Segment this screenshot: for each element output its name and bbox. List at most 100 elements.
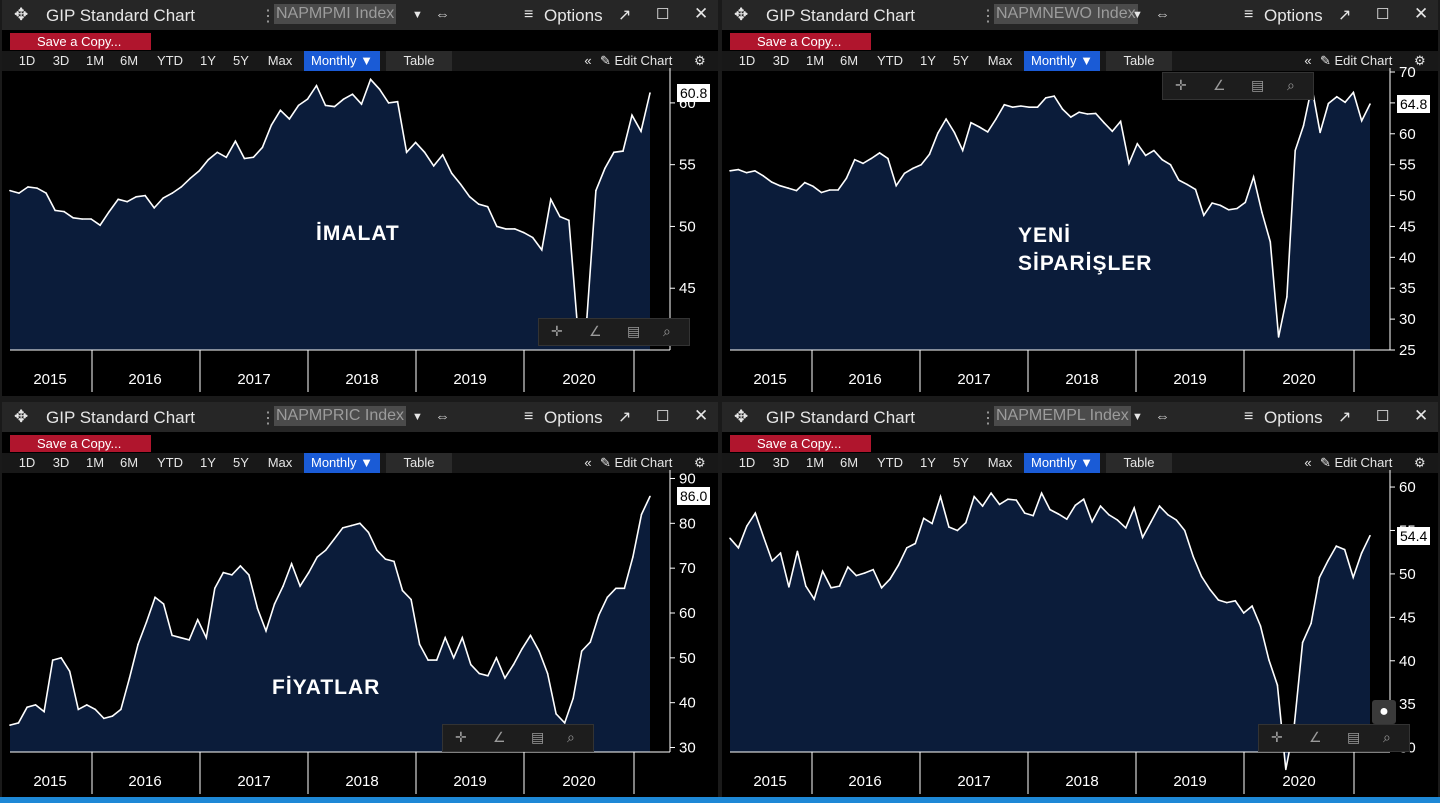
legend-icon[interactable]: ▤ <box>1347 729 1361 745</box>
ticker-dropdown-icon[interactable]: ▼ <box>1132 411 1143 423</box>
options-menu-icon[interactable]: ≡ <box>524 6 534 23</box>
collapse-icon[interactable]: « <box>584 455 592 470</box>
draw-line-icon[interactable]: ∠ <box>1213 77 1226 93</box>
range-button-1m[interactable]: 1M <box>805 53 825 68</box>
range-button-3d[interactable]: 3D <box>52 455 70 470</box>
crosshair-icon[interactable]: ✛ <box>1271 729 1283 745</box>
options-button[interactable]: Options <box>544 408 603 427</box>
ticker-field[interactable]: NAPMEMPL Index <box>994 406 1131 426</box>
range-button-3d[interactable]: 3D <box>772 455 790 470</box>
ticker-field[interactable]: NAPMNEWO Index <box>994 4 1138 24</box>
options-menu-icon[interactable]: ≡ <box>1244 6 1254 23</box>
zoom-icon[interactable]: ⌕ <box>1287 77 1295 93</box>
popout-icon[interactable]: ↗ <box>1338 7 1352 24</box>
drag-handle-icon[interactable]: ⋮ <box>980 8 996 25</box>
move-icon[interactable]: ✥ <box>14 5 29 24</box>
options-menu-icon[interactable]: ≡ <box>524 408 534 425</box>
move-icon[interactable]: ✥ <box>14 407 29 426</box>
range-button-ytd[interactable]: YTD <box>877 53 903 68</box>
crosshair-icon[interactable]: ✛ <box>455 729 467 745</box>
range-button-1d[interactable]: 1D <box>738 53 756 68</box>
legend-icon[interactable]: ▤ <box>531 729 545 745</box>
options-button[interactable]: Options <box>1264 408 1323 427</box>
range-button-1y[interactable]: 1Y <box>200 53 216 68</box>
drag-handle-icon[interactable]: ⋮ <box>260 8 276 25</box>
link-icon[interactable]: ⇔ <box>1155 408 1170 425</box>
table-button[interactable]: Table <box>386 51 452 71</box>
ticker-dropdown-icon[interactable]: ▼ <box>1132 9 1143 21</box>
record-icon[interactable]: ● <box>1372 700 1396 724</box>
table-button[interactable]: Table <box>1106 51 1172 71</box>
close-icon[interactable]: ✕ <box>1414 406 1429 425</box>
draw-line-icon[interactable]: ∠ <box>1309 729 1322 745</box>
close-icon[interactable]: ✕ <box>1414 4 1429 23</box>
move-icon[interactable]: ✥ <box>734 5 749 24</box>
range-button-5y[interactable]: 5Y <box>953 455 969 470</box>
period-dropdown[interactable]: Monthly ▼ <box>304 51 380 71</box>
popout-icon[interactable]: ↗ <box>618 7 632 24</box>
range-button-1d[interactable]: 1D <box>18 53 36 68</box>
collapse-icon[interactable]: « <box>584 53 592 68</box>
range-button-5y[interactable]: 5Y <box>233 53 249 68</box>
collapse-icon[interactable]: « <box>1304 455 1312 470</box>
link-icon[interactable]: ⇔ <box>435 6 450 23</box>
period-dropdown[interactable]: Monthly ▼ <box>304 453 380 473</box>
options-button[interactable]: Options <box>544 6 603 25</box>
gear-icon[interactable]: ⚙ <box>694 53 706 68</box>
range-button-3d[interactable]: 3D <box>772 53 790 68</box>
legend-icon[interactable]: ▤ <box>1251 77 1265 93</box>
link-icon[interactable]: ⇔ <box>1155 6 1170 23</box>
crosshair-icon[interactable]: ✛ <box>551 323 563 339</box>
collapse-icon[interactable]: « <box>1304 53 1312 68</box>
range-button-6m[interactable]: 6M <box>119 455 139 470</box>
range-button-5y[interactable]: 5Y <box>233 455 249 470</box>
range-button-1d[interactable]: 1D <box>18 455 36 470</box>
period-dropdown[interactable]: Monthly ▼ <box>1024 453 1100 473</box>
range-button-3d[interactable]: 3D <box>52 53 70 68</box>
drag-handle-icon[interactable]: ⋮ <box>980 410 996 427</box>
legend-icon[interactable]: ▤ <box>627 323 641 339</box>
range-button-max[interactable]: Max <box>987 455 1013 470</box>
crosshair-icon[interactable]: ✛ <box>1175 77 1187 93</box>
drag-handle-icon[interactable]: ⋮ <box>260 410 276 427</box>
link-icon[interactable]: ⇔ <box>435 408 450 425</box>
close-icon[interactable]: ✕ <box>694 4 709 23</box>
ticker-field[interactable]: NAPMPRIC Index <box>274 406 407 426</box>
edit-chart-button[interactable]: ✎ Edit Chart <box>1320 53 1393 68</box>
options-button[interactable]: Options <box>1264 6 1323 25</box>
maximize-icon[interactable]: ☐ <box>656 408 670 425</box>
range-button-1y[interactable]: 1Y <box>920 455 936 470</box>
range-button-1d[interactable]: 1D <box>738 455 756 470</box>
zoom-icon[interactable]: ⌕ <box>567 729 575 745</box>
save-copy-button[interactable]: Save a Copy... <box>10 435 151 452</box>
range-button-6m[interactable]: 6M <box>839 53 859 68</box>
edit-chart-button[interactable]: ✎ Edit Chart <box>600 53 673 68</box>
ticker-dropdown-icon[interactable]: ▼ <box>412 9 423 21</box>
gear-icon[interactable]: ⚙ <box>694 455 706 470</box>
maximize-icon[interactable]: ☐ <box>1376 6 1390 23</box>
range-button-5y[interactable]: 5Y <box>953 53 969 68</box>
range-button-max[interactable]: Max <box>267 455 293 470</box>
save-copy-button[interactable]: Save a Copy... <box>10 33 151 50</box>
range-button-max[interactable]: Max <box>267 53 293 68</box>
zoom-icon[interactable]: ⌕ <box>1383 729 1391 745</box>
save-copy-button[interactable]: Save a Copy... <box>730 33 871 50</box>
maximize-icon[interactable]: ☐ <box>1376 408 1390 425</box>
ticker-field[interactable]: NAPMPMI Index <box>274 4 397 24</box>
range-button-6m[interactable]: 6M <box>119 53 139 68</box>
range-button-1m[interactable]: 1M <box>805 455 825 470</box>
close-icon[interactable]: ✕ <box>694 406 709 425</box>
edit-chart-button[interactable]: ✎ Edit Chart <box>600 455 673 470</box>
save-copy-button[interactable]: Save a Copy... <box>730 435 871 452</box>
range-button-ytd[interactable]: YTD <box>877 455 903 470</box>
options-menu-icon[interactable]: ≡ <box>1244 408 1254 425</box>
range-button-max[interactable]: Max <box>987 53 1013 68</box>
maximize-icon[interactable]: ☐ <box>656 6 670 23</box>
range-button-1m[interactable]: 1M <box>85 53 105 68</box>
period-dropdown[interactable]: Monthly ▼ <box>1024 51 1100 71</box>
move-icon[interactable]: ✥ <box>734 407 749 426</box>
range-button-ytd[interactable]: YTD <box>157 455 183 470</box>
range-button-1m[interactable]: 1M <box>85 455 105 470</box>
draw-line-icon[interactable]: ∠ <box>493 729 506 745</box>
range-button-6m[interactable]: 6M <box>839 455 859 470</box>
